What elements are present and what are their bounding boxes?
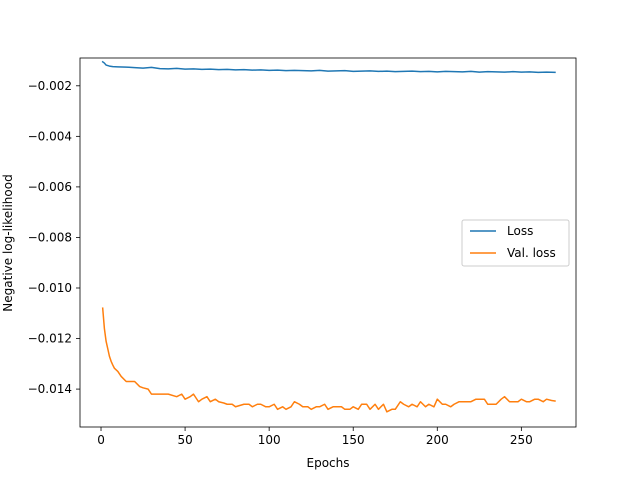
plot-area-border: [79, 57, 577, 428]
x-axis-ticks: 0 50 100 150 200 250: [97, 427, 533, 447]
y-tick-label: −0.014: [28, 382, 72, 396]
y-tick-label: −0.004: [28, 129, 72, 143]
x-tick-label: 150: [342, 433, 365, 447]
legend: Loss Val. loss: [461, 219, 570, 267]
series-layer: [101, 60, 556, 413]
x-tick-label: 200: [426, 433, 449, 447]
y-tick-label: −0.008: [28, 230, 72, 244]
axes-frame: [79, 57, 577, 428]
x-tick-label: 250: [510, 433, 533, 447]
x-tick-label: 0: [97, 433, 105, 447]
y-axis-ticks: −0.002 −0.004 −0.006 −0.008 −0.010 −0.012 −0.0…: [28, 79, 80, 396]
series-line-val-loss: [101, 307, 556, 413]
series-line-loss: [101, 60, 556, 74]
legend-label-val-loss: Val. loss: [507, 246, 556, 260]
x-tick-label: 100: [258, 433, 281, 447]
x-tick-label: 50: [177, 433, 192, 447]
y-tick-label: −0.012: [28, 332, 72, 346]
y-axis-label: Negative log-likelihood: [1, 174, 15, 311]
y-tick-label: −0.010: [28, 281, 72, 295]
y-tick-label: −0.002: [28, 79, 72, 93]
legend-label-loss: Loss: [507, 224, 533, 238]
y-tick-label: −0.006: [28, 180, 72, 194]
x-axis-label: Epochs: [307, 456, 350, 470]
